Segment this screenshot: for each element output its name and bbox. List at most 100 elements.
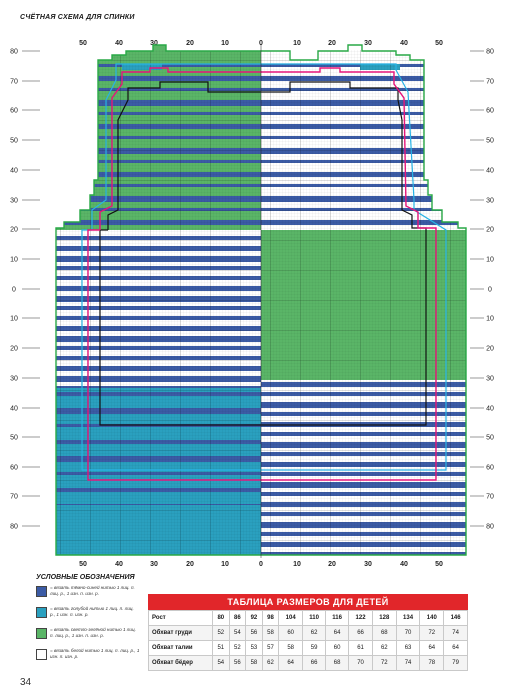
size-table-cell: 52 xyxy=(228,640,247,656)
side-tick-left: 80 xyxy=(10,524,18,531)
bottom-tick: 20 xyxy=(186,561,194,568)
size-table: Рост 80 86 92 98 104 110 116 122 128 134 140 146 Обхв… xyxy=(148,610,468,671)
size-table-row-label: Обхват бёдер xyxy=(148,655,213,671)
size-table-cell: 54 xyxy=(228,625,247,641)
page-title: СЧЁТНАЯ СХЕМА ДЛЯ СПИНКИ xyxy=(20,14,135,21)
size-table-cell: 64 xyxy=(278,655,304,671)
legend-swatch-navy xyxy=(36,586,47,597)
side-tick-right: 40 xyxy=(486,168,494,175)
size-table-row: Обхват груди 52 54 56 58 60 62 64 66 68 70 72 74 xyxy=(148,625,468,641)
size-table-header-cell: 140 xyxy=(419,610,445,626)
side-tick-right: 60 xyxy=(486,108,494,115)
size-table-cell: 72 xyxy=(371,655,397,671)
size-table-cell: 63 xyxy=(395,640,421,656)
side-tick-right: 30 xyxy=(486,376,494,383)
legend-swatch-teal xyxy=(36,607,47,618)
size-table-cell: 62 xyxy=(371,640,397,656)
page-number: 34 xyxy=(20,677,32,688)
size-table-header-cell: 80 xyxy=(212,610,230,626)
legend-swatch-green xyxy=(36,628,47,639)
size-table-cell: 68 xyxy=(325,655,350,671)
side-tick-right: 50 xyxy=(486,435,494,442)
size-table-cell: 64 xyxy=(325,625,350,641)
side-tick-right: 40 xyxy=(486,406,494,413)
bottom-tick: 10 xyxy=(293,561,301,568)
side-tick-right: 70 xyxy=(486,494,494,501)
bottom-tick: 50 xyxy=(79,561,87,568)
bottom-tick: 50 xyxy=(435,561,443,568)
bottom-tick: 40 xyxy=(400,561,408,568)
size-table-title: ТАБЛИЦА РАЗМЕРОВ ДЛЯ ДЕТЕЙ xyxy=(148,594,468,610)
top-tick: 40 xyxy=(400,40,408,47)
size-table-cell: 61 xyxy=(348,640,373,656)
side-tick-left: 40 xyxy=(10,168,18,175)
size-table-cell: 64 xyxy=(419,640,445,656)
legend-text: = вязать светло-зелёной нитью 1 лиц. п. … xyxy=(50,627,136,638)
top-tick: 0 xyxy=(259,40,263,47)
top-tick: 50 xyxy=(435,40,443,47)
side-tick-left: 50 xyxy=(10,138,18,145)
size-table-cell: 51 xyxy=(212,640,230,656)
size-table-cell: 56 xyxy=(245,625,263,641)
bottom-tick: 20 xyxy=(328,561,336,568)
size-table-header-cell: 128 xyxy=(371,610,397,626)
legend-item-teal: = вязать голубой нитью 1 лиц. п. лиц. р.… xyxy=(36,606,136,626)
size-table-row-label: Обхват груди xyxy=(148,625,213,641)
side-tick-left: 0 xyxy=(12,287,16,294)
side-tick-right: 20 xyxy=(486,227,494,234)
top-tick: 20 xyxy=(328,40,336,47)
size-table-cell: 60 xyxy=(278,625,304,641)
size-line-blue xyxy=(81,63,447,471)
size-table-header-cell: 122 xyxy=(348,610,373,626)
size-table-cell: 66 xyxy=(348,625,373,641)
size-table-header-cell: 116 xyxy=(325,610,350,626)
size-table-cell: 62 xyxy=(302,625,327,641)
chart-outline xyxy=(55,44,467,556)
side-tick-left: 60 xyxy=(10,465,18,472)
size-table-cell: 62 xyxy=(261,655,280,671)
side-tick-right: 30 xyxy=(486,198,494,205)
side-tick-right: 70 xyxy=(486,79,494,86)
bottom-tick: 0 xyxy=(259,561,263,568)
size-table-cell: 59 xyxy=(302,640,327,656)
size-table-cell: 58 xyxy=(261,625,280,641)
bottom-tick: 10 xyxy=(221,561,229,568)
bottom-tick: 30 xyxy=(364,561,372,568)
top-tick: 10 xyxy=(293,40,301,47)
legend-title: УСЛОВНЫЕ ОБОЗНАЧЕНИЯ xyxy=(36,574,135,581)
side-tick-right: 50 xyxy=(486,138,494,145)
size-table-cell: 58 xyxy=(278,640,304,656)
size-table-cell: 70 xyxy=(395,625,421,641)
size-table-header-row: Рост 80 86 92 98 104 110 116 122 128 134 140 146 xyxy=(148,610,468,626)
size-table-row: Обхват талии 51 52 53 57 58 59 60 61 62 63 64 64 xyxy=(148,640,468,656)
size-table-header-cell: 104 xyxy=(278,610,304,626)
axis-ticks: 80 80 70 70 60 60 50 50 40 40 30 30 20 20 10 10 0 0 10 10 20… xyxy=(10,40,494,568)
size-table-cell: 60 xyxy=(325,640,350,656)
size-table-cell: 74 xyxy=(395,655,421,671)
side-tick-right: 10 xyxy=(486,257,494,264)
size-table-cell: 64 xyxy=(443,640,468,656)
size-table-header-cell: 146 xyxy=(443,610,468,626)
top-tick: 30 xyxy=(364,40,372,47)
legend-text: = вязать белой нитью 1 лиц. п. лиц. р., … xyxy=(50,648,140,659)
legend-text: = вязать тёмно-синей нитью 1 лиц. п. лиц… xyxy=(50,585,135,596)
top-tick: 40 xyxy=(115,40,123,47)
knitting-chart: 80 80 70 70 60 60 50 50 40 40 30 30 20 20 10 10 0 0 10 10 20… xyxy=(10,40,494,568)
top-tick: 10 xyxy=(221,40,229,47)
legend-swatch-white xyxy=(36,649,47,660)
size-table-cell: 56 xyxy=(228,655,247,671)
side-tick-left: 70 xyxy=(10,494,18,501)
size-table-header-cell: 98 xyxy=(261,610,280,626)
legend-item-white: = вязать белой нитью 1 лиц. п. лиц. р., … xyxy=(36,648,139,668)
size-line-red xyxy=(87,67,437,481)
legend-item-navy: = вязать тёмно-синей нитью 1 лиц. п. лиц… xyxy=(36,585,136,605)
legend-text: = вязать голубой нитью 1 лиц. п. лиц. р.… xyxy=(50,606,134,617)
side-tick-left: 70 xyxy=(10,79,18,86)
size-table-cell: 54 xyxy=(212,655,230,671)
top-tick: 30 xyxy=(150,40,158,47)
side-tick-right: 80 xyxy=(486,524,494,531)
side-tick-left: 30 xyxy=(10,198,18,205)
side-tick-right: 10 xyxy=(486,316,494,323)
side-tick-left: 20 xyxy=(10,346,18,353)
top-tick: 50 xyxy=(79,40,87,47)
